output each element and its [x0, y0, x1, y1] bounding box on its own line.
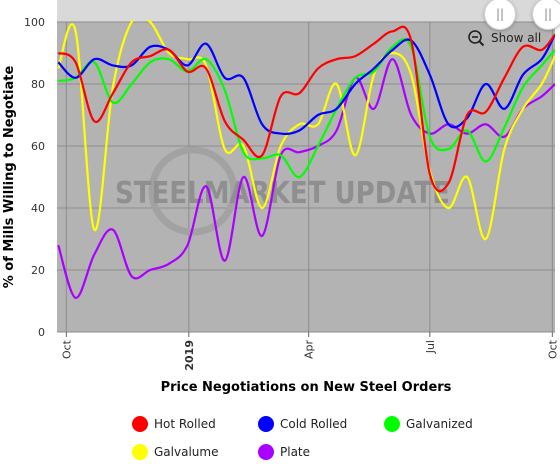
legend-marker-icon [384, 416, 400, 432]
legend: Hot Rolled Cold Rolled Galvanized Galval… [0, 410, 560, 464]
x-axis-title: Price Negotiations on New Steel Orders [161, 380, 452, 395]
series-line-hot-rolled [57, 25, 555, 193]
legend-marker-icon [132, 416, 148, 432]
x-tick-label: Oct [60, 339, 73, 359]
x-tick-label: Oct [546, 339, 559, 359]
x-tick-label: 2019 [183, 340, 196, 371]
zoom-out-icon [468, 30, 485, 47]
legend-item-hot-rolled[interactable]: Hot Rolled [132, 413, 216, 435]
legend-label: Galvanized [406, 417, 473, 431]
legend-label: Plate [280, 445, 311, 459]
x-tick-label: Apr [303, 340, 316, 360]
y-tick-label: 80 [31, 78, 45, 91]
y-tick-label: 100 [24, 16, 45, 29]
watermark-logo: STEELMARKET UPDATE [115, 146, 450, 236]
range-handle-left[interactable]: || [484, 0, 516, 30]
series-line-cold-rolled [57, 33, 555, 136]
legend-item-galvalume[interactable]: Galvalume [132, 441, 218, 463]
series-line-plate [57, 58, 555, 300]
range-selector-band [57, 0, 555, 22]
show-all-button[interactable]: Show all [467, 28, 541, 48]
y-tick-label: 20 [31, 264, 45, 277]
chart-area: 0 20 40 60 80 100 Oct 2019 Apr Jul Oct STEELMARKET … [2, 0, 559, 395]
y-axis-title: % of Mills Willing to Negotiate [2, 66, 17, 289]
show-all-label: Show all [491, 31, 542, 45]
legend-label: Hot Rolled [154, 417, 216, 431]
handle-grip-icon: || [495, 7, 505, 21]
watermark-text: STEELMARKET UPDATE [115, 176, 450, 211]
legend-item-plate[interactable]: Plate [258, 441, 310, 463]
legend-item-galvanized[interactable]: Galvanized [384, 413, 473, 435]
watermark-ring [148, 146, 238, 236]
handle-grip-icon: || [543, 7, 553, 21]
series-line-galvalume [57, 20, 555, 241]
y-tick-label: 40 [31, 202, 45, 215]
series-line-galvanized [58, 38, 555, 179]
legend-marker-icon [132, 444, 148, 460]
legend-label: Cold Rolled [280, 417, 348, 431]
legend-marker-icon [258, 444, 274, 460]
y-tick-label: 0 [38, 326, 45, 339]
range-handle-right[interactable]: || [532, 0, 560, 30]
legend-marker-icon [258, 416, 274, 432]
y-tick-label: 60 [31, 140, 45, 153]
legend-item-cold-rolled[interactable]: Cold Rolled [258, 413, 347, 435]
x-tick-label: Jul [424, 340, 437, 354]
legend-label: Galvalume [154, 445, 219, 459]
